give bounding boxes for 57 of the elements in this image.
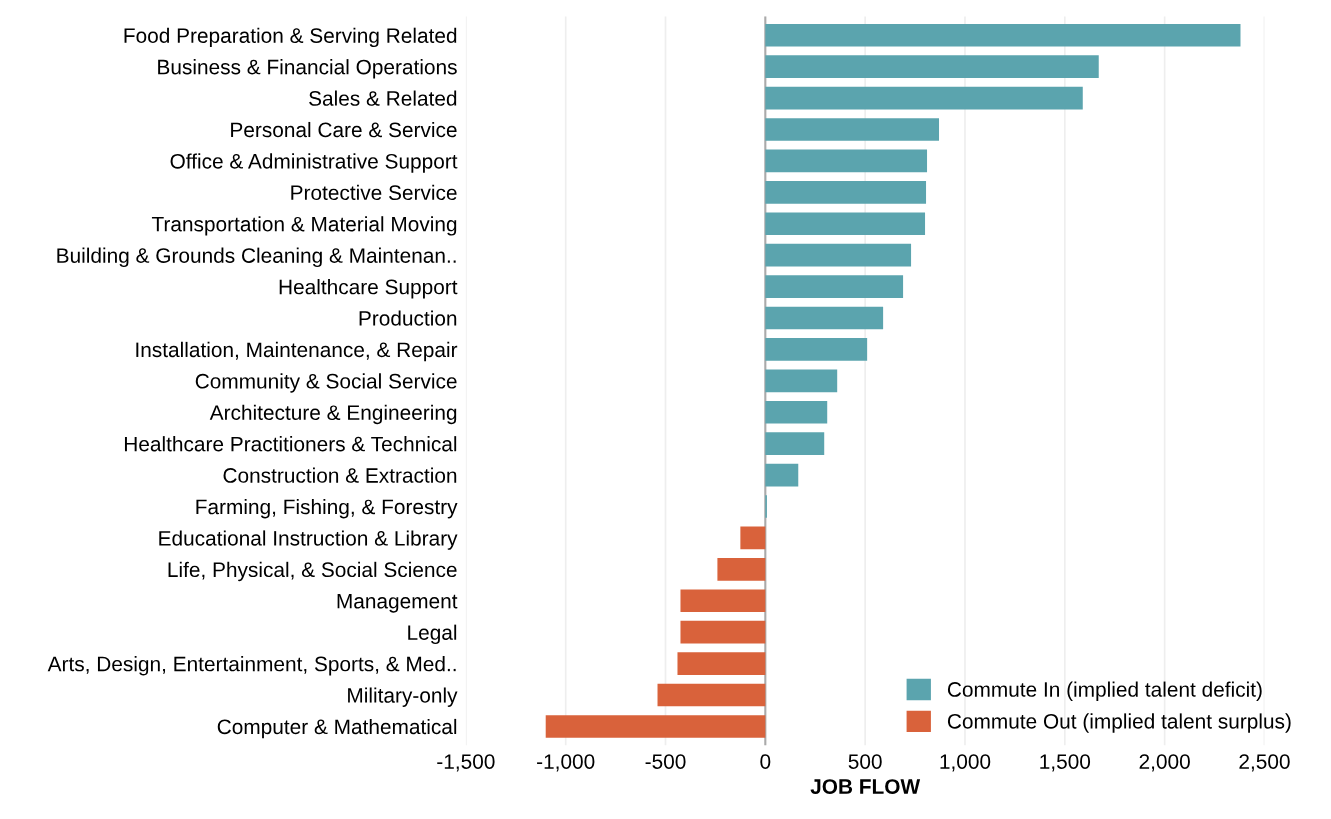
y-tick-label: Installation, Maintenance, & Repair bbox=[136, 341, 458, 362]
legend-label: Commute Out (implied talent surplus) bbox=[947, 713, 1291, 733]
y-tick-label: Computer & Mathematical bbox=[217, 718, 457, 739]
y-tick-label: Farming, Fishing, & Forestry bbox=[196, 498, 458, 519]
x-tick-label: -1,500 bbox=[437, 754, 495, 772]
bar bbox=[765, 55, 1099, 78]
x-tick-label: 500 bbox=[848, 754, 882, 769]
bar bbox=[680, 620, 766, 644]
y-tick-label: Arts, Design, Entertainment, Sports, & Med.. bbox=[47, 656, 456, 676]
y-tick-label: Healthcare Practitioners & Technical bbox=[124, 436, 457, 452]
y-tick-label: Transportation & Material Moving bbox=[151, 216, 457, 236]
y-tick-label: Business & Financial Operations bbox=[158, 59, 457, 79]
bar bbox=[765, 463, 799, 487]
x-tick-label: 0 bbox=[760, 754, 771, 769]
y-tick-label: Military-only bbox=[348, 687, 458, 707]
y-tick-label: Production bbox=[359, 310, 457, 326]
x-tick-label: -1,000 bbox=[537, 754, 595, 772]
y-tick-label: Healthcare Support bbox=[279, 279, 458, 299]
bar bbox=[765, 432, 825, 455]
bar bbox=[765, 23, 1241, 47]
y-tick-label: Educational Instruction & Library bbox=[159, 530, 458, 550]
bar bbox=[765, 275, 904, 298]
y-tick-label: Personal Care & Service bbox=[231, 121, 457, 138]
bar bbox=[765, 400, 828, 424]
bar bbox=[765, 338, 868, 361]
bar bbox=[657, 683, 766, 707]
x-tick-label: -500 bbox=[645, 754, 686, 769]
y-tick-label: Protective Service bbox=[291, 184, 457, 201]
x-tick-label: 1,500 bbox=[1040, 754, 1091, 772]
bar bbox=[680, 589, 766, 613]
legend-label: Commute In (implied talent deficit) bbox=[947, 681, 1262, 701]
y-tick-label: Sales & Related bbox=[309, 90, 457, 106]
y-tick-label: Community & Social Service bbox=[195, 373, 457, 393]
y-tick-label: Office & Administrative Support bbox=[170, 153, 458, 173]
bar bbox=[677, 652, 766, 675]
bar bbox=[765, 243, 912, 267]
bar bbox=[740, 526, 766, 550]
x-tick-label: 1,000 bbox=[940, 754, 991, 772]
x-axis-title: JOB FLOW bbox=[810, 779, 921, 794]
bar bbox=[765, 306, 884, 330]
bar bbox=[765, 118, 940, 141]
bar bbox=[765, 212, 926, 236]
y-tick-label: Building & Grounds Cleaning & Maintenan.. bbox=[57, 247, 456, 268]
x-tick-label: 2,000 bbox=[1139, 754, 1190, 772]
bar bbox=[765, 369, 838, 393]
y-tick-label: Life, Physical, & Social Science bbox=[168, 561, 457, 582]
bar bbox=[717, 558, 766, 581]
bar bbox=[765, 86, 1083, 110]
y-tick-label: Management bbox=[337, 593, 458, 613]
y-tick-label: Legal bbox=[408, 624, 457, 645]
bar bbox=[765, 181, 927, 204]
x-tick-label: 2,500 bbox=[1239, 754, 1290, 772]
y-tick-label: Construction & Extraction bbox=[223, 467, 457, 483]
bar bbox=[545, 715, 766, 738]
bar bbox=[765, 149, 928, 173]
y-tick-label: Architecture & Engineering bbox=[209, 404, 457, 425]
y-tick-label: Food Preparation & Serving Related bbox=[124, 27, 457, 48]
